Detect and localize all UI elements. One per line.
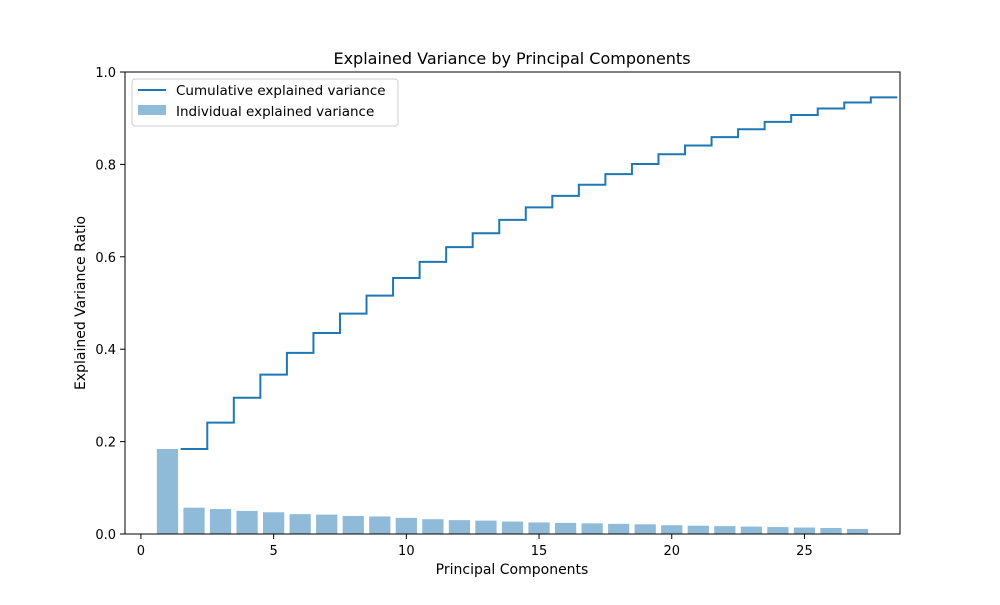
legend-label-cumulative: Cumulative explained variance <box>176 83 386 99</box>
x-tick-label: 5 <box>269 544 277 559</box>
legend: Cumulative explained variance Individual… <box>131 78 399 127</box>
cumulative-step-layer <box>180 96 898 450</box>
bar-component-20 <box>661 525 683 534</box>
x-tick-label: 20 <box>663 544 680 559</box>
x-tick-label: 15 <box>531 544 548 559</box>
x-tick-label: 0 <box>137 544 145 559</box>
y-tick-label: 0.6 <box>95 251 116 266</box>
y-tick-label: 0.2 <box>95 436 116 451</box>
legend-swatch-individual <box>138 105 166 115</box>
x-axis-ticks: 0 5 10 15 20 25 <box>137 534 813 559</box>
y-tick-label: 0.4 <box>95 343 116 358</box>
bar-component-1 <box>156 448 179 534</box>
bar-component-4 <box>236 510 258 534</box>
bar-component-21 <box>687 525 709 534</box>
y-tick-label: 0.0 <box>95 528 116 543</box>
y-axis-label: Explained Variance Ratio <box>73 216 89 390</box>
y-tick-label: 0.8 <box>95 158 116 173</box>
bar-component-27 <box>846 528 869 534</box>
bar-component-23 <box>740 526 762 534</box>
bar-component-13 <box>475 520 497 534</box>
bar-component-10 <box>395 517 417 534</box>
y-axis-ticks: 0.0 0.2 0.4 0.6 0.8 1.0 <box>95 66 125 543</box>
bar-component-24 <box>767 527 789 534</box>
bar-component-12 <box>448 520 471 534</box>
plot-frame <box>124 71 901 535</box>
bar-component-6 <box>289 514 311 534</box>
legend-label-individual: Individual explained variance <box>176 104 374 120</box>
bar-component-17 <box>581 523 603 534</box>
bar-component-2 <box>183 507 205 534</box>
chart-title: Explained Variance by Principal Componen… <box>333 49 690 68</box>
x-tick-label: 25 <box>796 544 813 559</box>
bar-component-15 <box>528 522 550 534</box>
x-tick-label: 10 <box>398 544 415 559</box>
bar-component-14 <box>501 521 524 534</box>
bars-layer <box>156 448 869 534</box>
bar-component-19 <box>634 524 656 534</box>
bar-component-7 <box>316 514 338 534</box>
legend-box <box>131 78 399 127</box>
bar-component-25 <box>793 527 816 534</box>
x-axis-label: Principal Components <box>436 562 589 578</box>
y-tick-label: 1.0 <box>95 66 116 81</box>
bar-component-5 <box>263 512 285 534</box>
bar-component-9 <box>369 516 391 534</box>
bar-component-26 <box>820 527 842 534</box>
bar-component-11 <box>422 519 444 534</box>
bar-component-3 <box>209 509 232 534</box>
cumulative-variance-line <box>180 96 898 450</box>
bar-component-16 <box>554 522 577 534</box>
bar-component-18 <box>608 523 630 534</box>
bar-component-22 <box>714 526 736 534</box>
bar-component-8 <box>342 515 364 534</box>
